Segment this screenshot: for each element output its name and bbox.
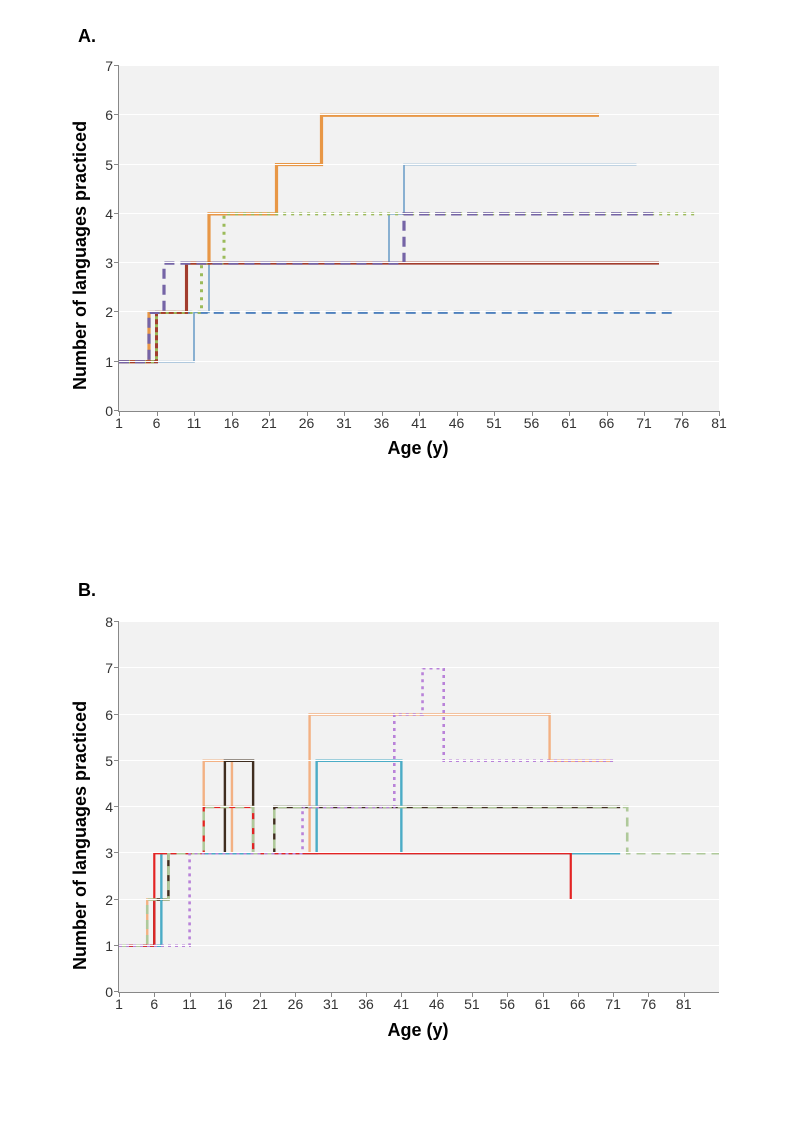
series-steelblue-dash xyxy=(119,312,674,361)
y-tick: 7 xyxy=(105,660,119,676)
y-tick: 6 xyxy=(105,107,119,123)
panel-a-ylabel: Number of languages practiced xyxy=(70,121,91,390)
series-sage-dash xyxy=(119,807,719,946)
series-olive-dotted xyxy=(119,214,697,362)
figure-stacked-charts: { "figure": { "width": 786, "height": 11… xyxy=(0,0,786,1124)
series-red xyxy=(119,807,571,946)
panel-a-title: A. xyxy=(78,26,96,47)
y-tick: 3 xyxy=(105,255,119,271)
y-tick: 3 xyxy=(105,845,119,861)
y-tick: 4 xyxy=(105,799,119,815)
series-orange xyxy=(119,115,599,361)
panel-a-lines xyxy=(119,66,719,411)
series-lightorange xyxy=(119,715,613,946)
panel-b-xlabel: Age (y) xyxy=(118,1020,718,1041)
y-tick: 2 xyxy=(105,892,119,908)
panel-a-xlabel: Age (y) xyxy=(118,438,718,459)
panel-b-title: B. xyxy=(78,580,96,601)
y-tick: 1 xyxy=(105,938,119,954)
y-tick: 5 xyxy=(105,157,119,173)
panel-b-ylabel: Number of languages practiced xyxy=(70,701,91,970)
y-tick: 8 xyxy=(105,614,119,630)
y-tick: 4 xyxy=(105,206,119,222)
panel-b-lines xyxy=(119,622,719,992)
y-tick: 7 xyxy=(105,58,119,74)
y-tick: 1 xyxy=(105,354,119,370)
y-tick: 5 xyxy=(105,753,119,769)
y-tick: 2 xyxy=(105,304,119,320)
y-tick: 6 xyxy=(105,707,119,723)
panel-b-plot: 0123456781611162126313641465156616671768… xyxy=(118,622,719,993)
panel-a-plot: 0123456716111621263136414651566166717681 xyxy=(118,66,719,412)
